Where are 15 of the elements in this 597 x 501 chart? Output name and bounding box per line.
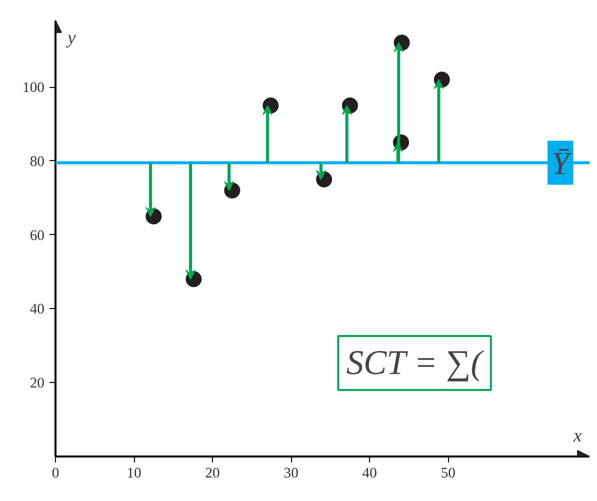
y-tick-label: 20 — [30, 376, 44, 392]
ref-line-label: Ȳ — [552, 144, 572, 181]
annotation: SCT = ∑( — [346, 344, 485, 382]
x-axis-title: x — [572, 426, 582, 446]
x-tick-label: 50 — [440, 466, 456, 482]
y-tick-label: 40 — [30, 302, 44, 318]
y-axis-title: y — [66, 28, 76, 48]
y-tick-label: 100 — [22, 80, 44, 96]
y-tick-label: 80 — [30, 154, 44, 170]
x-tick-label: 40 — [362, 466, 377, 482]
x-tick-label: 20 — [205, 466, 220, 482]
y-tick-label: 60 — [30, 228, 44, 244]
x-tick-label: 10 — [126, 466, 142, 482]
x-tick-label: 0 — [52, 466, 60, 482]
x-tick-label: 30 — [284, 466, 298, 482]
